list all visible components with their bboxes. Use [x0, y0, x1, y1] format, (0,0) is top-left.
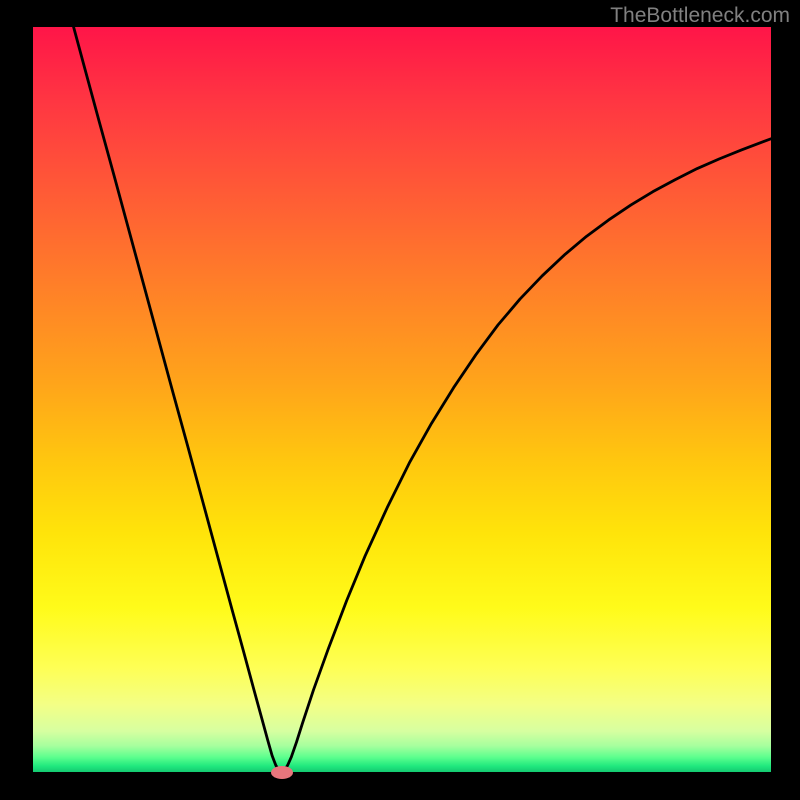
plot-area — [33, 27, 771, 772]
watermark-text: TheBottleneck.com — [610, 4, 790, 28]
minimum-marker — [271, 766, 293, 779]
chart-container: TheBottleneck.com — [0, 0, 800, 800]
curve-svg — [33, 27, 771, 772]
